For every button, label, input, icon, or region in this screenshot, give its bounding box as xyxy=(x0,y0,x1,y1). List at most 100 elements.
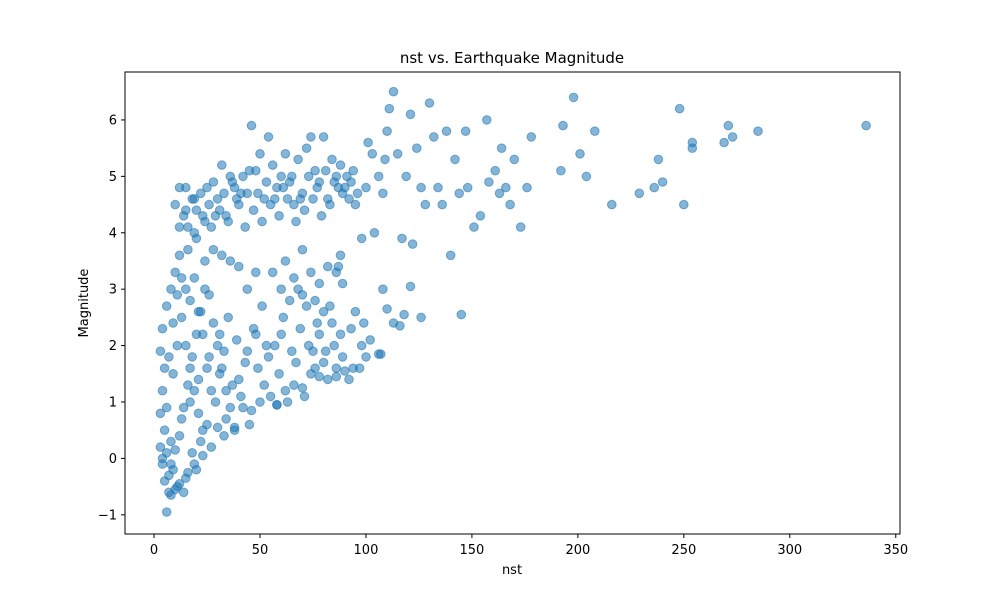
data-point xyxy=(320,165,331,176)
data-point xyxy=(200,256,210,266)
data-point xyxy=(361,352,371,362)
data-point xyxy=(176,414,187,424)
data-point xyxy=(172,481,183,492)
data-point xyxy=(225,402,236,413)
data-point xyxy=(176,312,187,323)
data-point xyxy=(331,267,342,278)
data-point xyxy=(352,188,363,199)
data-point xyxy=(251,267,261,278)
data-point xyxy=(155,346,166,357)
data-point xyxy=(166,284,176,295)
data-point xyxy=(276,284,287,295)
x-tick-label: 200 xyxy=(565,543,590,558)
data-point xyxy=(159,425,170,436)
data-point xyxy=(172,340,183,351)
data-point xyxy=(236,188,246,199)
data-point xyxy=(172,290,183,300)
data-point xyxy=(429,132,439,142)
data-point xyxy=(450,154,460,165)
data-point xyxy=(189,228,200,238)
data-point xyxy=(183,380,193,390)
data-point xyxy=(263,132,274,142)
data-point xyxy=(416,182,426,193)
data-point xyxy=(607,199,617,210)
data-point xyxy=(454,188,465,199)
data-point xyxy=(248,205,259,215)
data-point xyxy=(301,143,312,153)
data-point xyxy=(484,177,494,187)
data-point xyxy=(204,290,214,300)
chart-title: nst vs. Earthquake Magnitude xyxy=(400,49,624,67)
data-point xyxy=(373,171,384,182)
data-point xyxy=(253,363,263,374)
data-point xyxy=(174,431,185,441)
data-point xyxy=(157,385,168,396)
data-point xyxy=(219,346,229,357)
data-point xyxy=(202,182,212,193)
data-point xyxy=(367,149,378,159)
data-point xyxy=(255,397,265,407)
data-point xyxy=(270,194,280,204)
data-point xyxy=(161,402,172,413)
data-point xyxy=(227,380,238,390)
data-point xyxy=(299,391,310,402)
data-point xyxy=(327,154,337,165)
data-point xyxy=(227,177,238,187)
data-point xyxy=(335,329,346,340)
data-point xyxy=(384,103,395,114)
data-point xyxy=(312,318,323,328)
data-point xyxy=(509,154,520,165)
data-point xyxy=(456,309,467,320)
data-point xyxy=(337,278,348,289)
data-point xyxy=(392,149,403,159)
data-point xyxy=(246,120,257,131)
x-tick-label: 250 xyxy=(671,543,696,558)
data-point xyxy=(206,385,217,396)
data-point xyxy=(191,329,202,340)
data-point xyxy=(164,487,174,498)
data-point xyxy=(674,103,685,114)
data-point xyxy=(198,450,208,461)
data-point xyxy=(340,366,350,376)
data-point xyxy=(234,261,244,272)
data-point xyxy=(155,442,166,452)
data-point xyxy=(306,267,316,278)
data-point xyxy=(581,171,592,182)
x-tick-label: 50 xyxy=(252,543,269,558)
data-point xyxy=(380,154,390,165)
data-point xyxy=(420,199,431,210)
data-point xyxy=(335,250,346,261)
data-point xyxy=(494,188,505,199)
data-point xyxy=(310,363,320,374)
data-point xyxy=(318,132,329,142)
data-point xyxy=(314,329,325,340)
data-point xyxy=(568,92,579,103)
data-point xyxy=(424,98,435,108)
data-point xyxy=(433,182,443,193)
data-point xyxy=(653,154,664,165)
x-tick-label: 150 xyxy=(460,543,485,558)
data-point xyxy=(217,250,227,261)
data-point xyxy=(687,137,698,148)
data-point xyxy=(170,199,180,210)
data-point xyxy=(861,120,871,131)
data-point xyxy=(170,445,180,455)
data-point xyxy=(170,267,180,278)
data-point xyxy=(164,352,174,362)
data-point xyxy=(289,380,299,390)
data-point xyxy=(323,374,333,385)
data-point xyxy=(181,182,191,193)
data-point xyxy=(331,371,342,382)
data-point xyxy=(223,312,233,323)
data-point xyxy=(168,318,178,328)
data-point xyxy=(297,383,308,393)
plot-frame xyxy=(124,71,901,535)
data-point xyxy=(359,318,369,328)
data-point xyxy=(195,188,206,199)
data-point xyxy=(189,273,200,283)
data-point xyxy=(441,126,452,136)
data-point xyxy=(231,335,242,345)
y-tick-label: 5 xyxy=(109,170,117,185)
data-point xyxy=(185,397,195,407)
